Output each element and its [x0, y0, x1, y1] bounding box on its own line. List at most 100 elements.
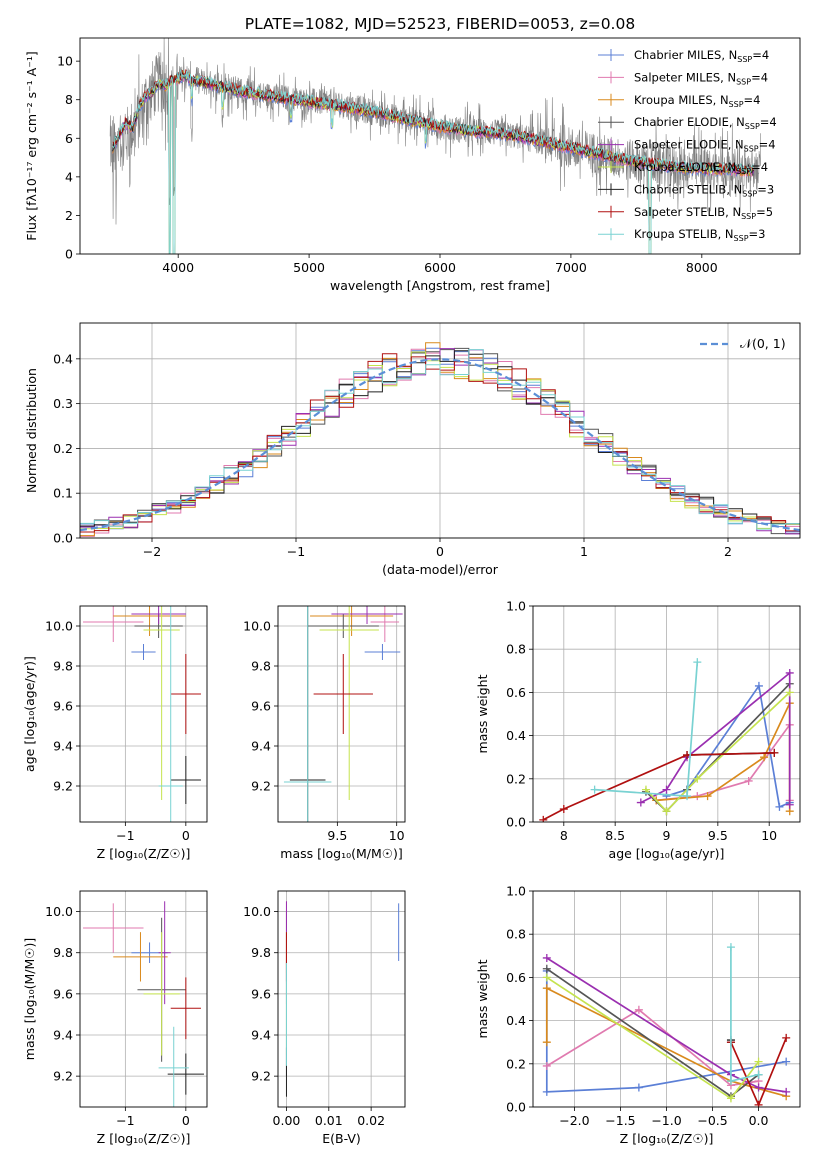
legend-entry: Salpeter MILES, NSSP=4 — [634, 70, 768, 86]
legend-entry: Kroupa STELIB, NSSP=3 — [634, 227, 765, 243]
weight-marker-kroupa_elodie — [542, 973, 551, 982]
y-tick-label: 10.0 — [243, 619, 271, 634]
panel-spectrum: 4000 5000 6000 7000 8000 0 2 4 6 8 10 wavelength [A… — [24, 37, 801, 293]
x-tick-label: 1 — [580, 544, 588, 559]
x-tick-label: 0 — [182, 828, 190, 843]
weight-marker-kroupa_miles — [760, 753, 769, 762]
weight-marker-chabrier_elodie — [542, 964, 551, 973]
y-tick-label: 9.2 — [53, 779, 73, 794]
weight-marker-salpeter_stelib — [539, 815, 548, 822]
y-tick-label: 9.8 — [53, 659, 73, 674]
weight-marker-chabrier_miles — [634, 1083, 643, 1092]
x-axis-label: age [log₁₀(age/yr)] — [609, 846, 725, 861]
weight-marker-salpeter_miles — [634, 1005, 643, 1014]
axes-frame — [277, 890, 406, 1108]
y-tick-label: 6 — [65, 131, 73, 146]
y-tick-label: 9.4 — [53, 1028, 73, 1043]
y-tick-label: 9.2 — [53, 1069, 73, 1084]
x-tick-label: 4000 — [162, 260, 194, 275]
x-tick-label: 0.0 — [749, 1113, 769, 1128]
plot-area — [80, 323, 800, 538]
y-axis-label: age [log₁₀(age/yr)] — [22, 656, 37, 772]
weight-marker-salpeter_elodie — [785, 800, 794, 809]
weight-marker-kroupa_stelib — [683, 792, 692, 801]
weight-marker-kroupa_stelib — [726, 943, 735, 952]
axes-frame — [277, 605, 406, 823]
axes-frame — [79, 605, 208, 823]
histogram-kroupa_elodie — [80, 351, 800, 530]
y-tick-label: 0.6 — [506, 685, 526, 700]
y-tick-label: 9.2 — [251, 1069, 271, 1084]
plot-area — [533, 606, 800, 822]
x-tick-label: −2.0 — [559, 1113, 589, 1128]
y-tick-label: 0.2 — [506, 1056, 526, 1071]
weight-line-salpeter_stelib — [542, 752, 775, 821]
y-tick-label: 0.4 — [506, 1013, 526, 1028]
y-tick-label: 0 — [65, 247, 73, 262]
panel-age-vs-mass: 9.5 10 9.2 9.4 9.6 9.8 10.0 mass [log₁₀(M/M☉)] — [243, 605, 406, 861]
y-tick-label: 9.6 — [251, 699, 271, 714]
legend-entry: Kroupa ELODIE, NSSP=4 — [634, 160, 768, 176]
y-axis-label: mass weight — [475, 959, 490, 1038]
x-axis-label: (data-model)/error — [382, 562, 499, 577]
plot-area — [533, 891, 800, 1107]
weight-marker-chabrier_miles — [782, 1057, 791, 1066]
y-tick-label: 2 — [65, 208, 73, 223]
weight-marker-salpeter_stelib — [754, 1100, 763, 1107]
weight-marker-kroupa_miles — [542, 984, 551, 993]
weight-marker-salpeter_stelib — [559, 805, 568, 814]
axes-frame — [532, 605, 801, 823]
weight-marker-kroupa_miles — [703, 792, 712, 801]
weight-line-kroupa_stelib — [730, 947, 759, 1083]
y-tick-label: 9.6 — [251, 986, 271, 1001]
y-axis-label: mass weight — [475, 674, 490, 753]
legend-entry: Chabrier ELODIE, NSSP=4 — [634, 115, 777, 131]
y-tick-label: 9.4 — [251, 739, 271, 754]
x-tick-label: 9 — [663, 828, 671, 843]
weight-line-kroupa_elodie — [546, 976, 760, 1100]
figure-title: PLATE=1082, MJD=52523, FIBERID=0053, z=0… — [245, 15, 635, 33]
y-tick-label: 0.0 — [506, 815, 526, 830]
weight-marker-salpeter_miles — [542, 1061, 551, 1070]
weight-marker-kroupa_elodie — [754, 1057, 763, 1066]
y-tick-label: 9.6 — [53, 699, 73, 714]
y-tick-label: 0.6 — [506, 970, 526, 985]
weight-marker-kroupa_stelib — [726, 1077, 735, 1086]
x-tick-label: 8000 — [686, 260, 718, 275]
y-tick-label: 10.0 — [45, 619, 73, 634]
x-tick-label: 8.5 — [605, 828, 625, 843]
panel-mass-vs-ebv: 0.00 0.01 0.02 9.2 9.4 9.6 9.8 10.0 E(B-V) — [243, 890, 406, 1146]
y-tick-label: 1.0 — [506, 884, 526, 899]
x-tick-label: 2 — [724, 544, 732, 559]
plot-area — [278, 606, 405, 822]
legend-entry: Salpeter ELODIE, NSSP=4 — [634, 138, 776, 154]
y-tick-label: 0.3 — [53, 396, 73, 411]
model-spectrum-kroupa_stelib — [112, 69, 755, 254]
weight-marker-kroupa_elodie — [641, 785, 650, 794]
y-tick-label: 9.8 — [251, 659, 271, 674]
plot-area — [109, 38, 761, 254]
x-tick-label: 10 — [389, 828, 405, 843]
y-tick-label: 10 — [57, 54, 73, 69]
y-tick-label: 0.2 — [53, 441, 73, 456]
y-tick-label: 4 — [65, 169, 73, 184]
x-tick-label: −1 — [116, 1113, 134, 1128]
y-tick-label: 0.4 — [53, 351, 73, 366]
y-tick-label: 9.2 — [251, 779, 271, 794]
gaussian-reference-curve — [80, 358, 800, 532]
y-tick-label: 0.8 — [506, 927, 526, 942]
y-tick-label: 1.0 — [506, 599, 526, 614]
axes-frame — [532, 890, 801, 1108]
weight-marker-salpeter_elodie — [785, 668, 794, 677]
legend-entry: Chabrier STELIB, NSSP=3 — [634, 182, 774, 198]
weight-line-salpeter_miles — [546, 1008, 759, 1087]
x-tick-label: 0 — [182, 1113, 190, 1128]
axes-frame — [79, 322, 801, 539]
weight-marker-salpeter_elodie — [754, 1083, 763, 1092]
x-tick-label: 7000 — [555, 260, 587, 275]
x-tick-label: −1 — [287, 544, 305, 559]
y-axis-label: Flux [fλ10⁻¹⁷ erg cm⁻² s⁻¹ A⁻¹] — [24, 51, 39, 240]
y-tick-label: 0.8 — [506, 642, 526, 657]
